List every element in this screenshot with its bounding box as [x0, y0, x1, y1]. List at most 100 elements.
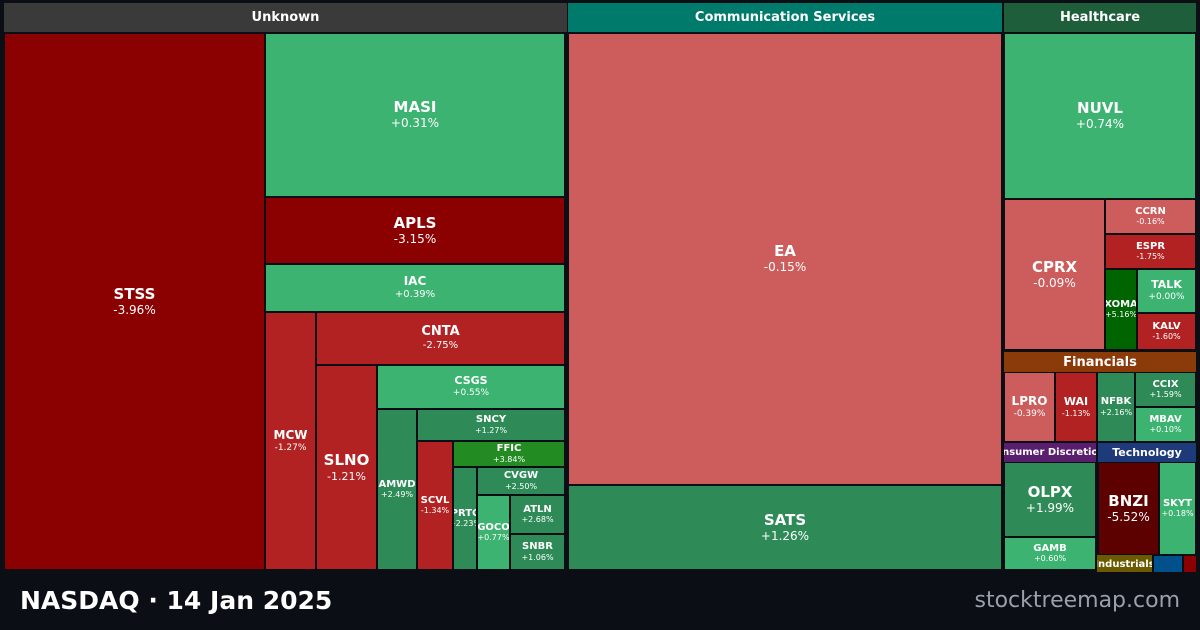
stock-symbol: CCRN: [1135, 205, 1166, 217]
stock-change: -1.34%: [420, 506, 450, 516]
stock-tile[interactable]: EA -0.15%: [568, 33, 1002, 485]
stock-symbol: MASI: [393, 98, 437, 117]
stock-change: +2.49%: [380, 490, 414, 500]
stock-symbol: CCIX: [1152, 378, 1179, 390]
stock-tile[interactable]: SNCY +1.27%: [417, 409, 565, 441]
stock-symbol: NFBK: [1100, 396, 1132, 408]
technology-blank-tile[interactable]: [1153, 555, 1183, 573]
stock-symbol: GAMB: [1033, 542, 1067, 554]
stock-tile[interactable]: ESPR -1.75%: [1105, 234, 1196, 269]
stock-tile[interactable]: GAMB +0.60%: [1004, 537, 1096, 570]
stock-symbol: AMWD: [378, 478, 416, 490]
stock-tile[interactable]: NFBK +2.16%: [1097, 372, 1135, 442]
stock-change: -1.13%: [1061, 408, 1091, 418]
treemap: Unknown STSS -3.96% MASI +0.31% APLS -3.15% IAC…: [4, 3, 1197, 573]
stock-symbol: LPRO: [1011, 393, 1048, 408]
stock-change: +1.26%: [760, 528, 810, 543]
stock-tile[interactable]: SCVL -1.34%: [417, 441, 453, 570]
stock-change: +0.77%: [477, 533, 510, 543]
stock-change: +0.55%: [452, 387, 490, 398]
stock-symbol: SCVL: [420, 494, 450, 506]
stock-tile[interactable]: FFIC +3.84%: [453, 441, 565, 467]
sector-header[interactable]: Industrials: [1097, 555, 1152, 573]
stock-change: -1.21%: [327, 469, 366, 483]
stock-change: -1.75%: [1136, 252, 1165, 262]
stock-tile[interactable]: XOMA +5.16%: [1105, 269, 1137, 350]
stock-change: +0.31%: [390, 116, 440, 131]
stock-symbol: BNZI: [1108, 491, 1149, 510]
stock-tile[interactable]: IAC +0.39%: [265, 264, 565, 312]
stock-symbol: KALV: [1152, 320, 1181, 332]
stock-tile[interactable]: LPRO -0.39%: [1004, 372, 1055, 442]
stock-symbol: XOMA: [1105, 298, 1137, 310]
stock-change: +0.00%: [1148, 291, 1185, 302]
stock-symbol: STSS: [113, 284, 156, 303]
stock-change: +0.60%: [1033, 554, 1067, 564]
technology-blank-tile[interactable]: [1183, 555, 1197, 573]
stock-tile[interactable]: CPRX -0.09%: [1004, 199, 1105, 350]
stock-tile[interactable]: MBAV +0.10%: [1135, 407, 1196, 442]
stock-tile[interactable]: CVGW +2.50%: [477, 467, 565, 495]
stock-tile[interactable]: TALK +0.00%: [1137, 269, 1196, 313]
stock-tile[interactable]: STSS -3.96%: [4, 33, 265, 570]
stock-symbol: SKYT: [1162, 497, 1192, 509]
stock-tile[interactable]: SKYT +0.18%: [1159, 462, 1196, 555]
stock-symbol: CPRX: [1031, 257, 1078, 276]
stock-tile[interactable]: AMWD +2.49%: [377, 409, 417, 570]
stock-change: +1.06%: [521, 552, 554, 562]
stock-symbol: SATS: [763, 510, 807, 529]
stock-change: -0.09%: [1033, 275, 1076, 290]
stock-tile[interactable]: SLNO -1.21%: [316, 365, 377, 570]
stock-change: -1.27%: [274, 442, 307, 453]
stock-change: +2.23%: [454, 519, 476, 529]
stock-change: +2.16%: [1099, 407, 1133, 417]
stock-tile[interactable]: APLS -3.15%: [265, 197, 565, 264]
stock-tile[interactable]: BNZI -5.52%: [1098, 462, 1159, 555]
stock-symbol: CNTA: [421, 324, 460, 340]
stock-tile[interactable]: CSGS +0.55%: [377, 365, 565, 409]
stock-symbol: TALK: [1151, 278, 1182, 292]
stock-symbol: IAC: [403, 274, 427, 289]
stock-tile[interactable]: ATLN +2.68%: [510, 495, 565, 534]
stock-tile[interactable]: CCRN -0.16%: [1105, 199, 1196, 234]
stock-tile[interactable]: PRTC+2.23%: [453, 467, 477, 570]
stock-tile[interactable]: CNTA -2.75%: [316, 312, 565, 365]
stock-symbol: NUVL: [1077, 99, 1123, 118]
stock-change: +5.16%: [1105, 310, 1137, 320]
stock-change: -5.52%: [1107, 509, 1150, 524]
stock-tile[interactable]: CCIX +1.59%: [1135, 372, 1196, 407]
stock-symbol: WAI: [1063, 394, 1089, 408]
stock-tile[interactable]: MCW -1.27%: [265, 312, 316, 570]
brand-link[interactable]: stocktreemap.com: [974, 588, 1181, 613]
stock-change: +3.84%: [492, 454, 526, 464]
stock-change: +0.10%: [1149, 425, 1182, 435]
stock-tile[interactable]: MASI +0.31%: [265, 33, 565, 197]
stock-change: +0.18%: [1161, 509, 1194, 519]
stock-tile[interactable]: SATS +1.26%: [568, 485, 1002, 570]
stock-change: -0.15%: [763, 260, 807, 275]
sector-header[interactable]: Consumer Discretiona: [1004, 443, 1096, 462]
sector-header[interactable]: Unknown: [4, 3, 567, 32]
stock-tile[interactable]: GOCO +0.77%: [477, 495, 510, 570]
stock-change: +2.50%: [504, 481, 538, 491]
stock-symbol: SNCY: [475, 414, 507, 426]
stock-symbol: SLNO: [323, 451, 370, 470]
stock-tile[interactable]: NUVL +0.74%: [1004, 33, 1196, 199]
stock-tile[interactable]: WAI -1.13%: [1055, 372, 1097, 442]
sector-header[interactable]: Financials: [1004, 352, 1196, 372]
sector-header[interactable]: Healthcare: [1004, 3, 1196, 32]
stock-symbol: OLPX: [1027, 482, 1073, 501]
stock-change: +0.74%: [1075, 117, 1125, 132]
stock-tile[interactable]: SNBR +1.06%: [510, 534, 565, 570]
sector-header[interactable]: Technology: [1098, 443, 1196, 462]
stock-change: -0.39%: [1013, 408, 1046, 419]
stock-symbol: FFIC: [496, 443, 522, 455]
stock-change: -0.16%: [1136, 217, 1165, 227]
stock-change: +0.39%: [394, 288, 436, 300]
stock-symbol: EA: [774, 242, 796, 261]
stock-symbol: APLS: [393, 213, 437, 232]
stock-tile[interactable]: OLPX +1.99%: [1004, 462, 1096, 537]
stock-symbol: PRTC: [454, 507, 476, 519]
stock-tile[interactable]: KALV -1.60%: [1137, 313, 1196, 350]
sector-header[interactable]: Communication Services: [568, 3, 1002, 32]
